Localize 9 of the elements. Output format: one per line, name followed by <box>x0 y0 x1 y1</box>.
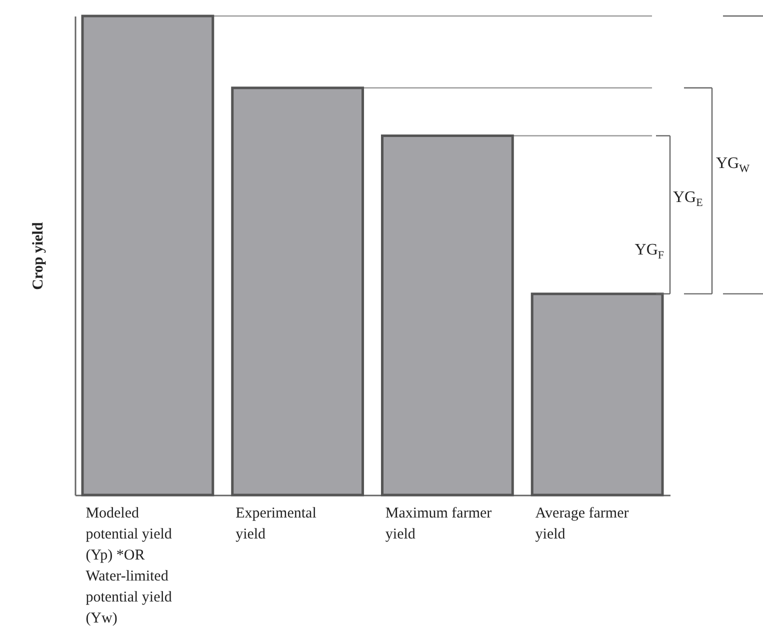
x-tick-label: Experimental yield <box>236 506 316 542</box>
bar <box>380 134 514 496</box>
x-tick-label: Average farmer yield <box>535 506 629 542</box>
y-axis-title: Crop yield <box>30 222 46 290</box>
bar <box>530 292 664 496</box>
bar <box>81 14 214 496</box>
bar <box>231 86 364 496</box>
x-tick-label: Maximum farmer yield <box>385 506 492 542</box>
x-tick-label: Modeled potential yield (Yp) *OR Water-limited potential yield (Yw) <box>86 506 172 626</box>
